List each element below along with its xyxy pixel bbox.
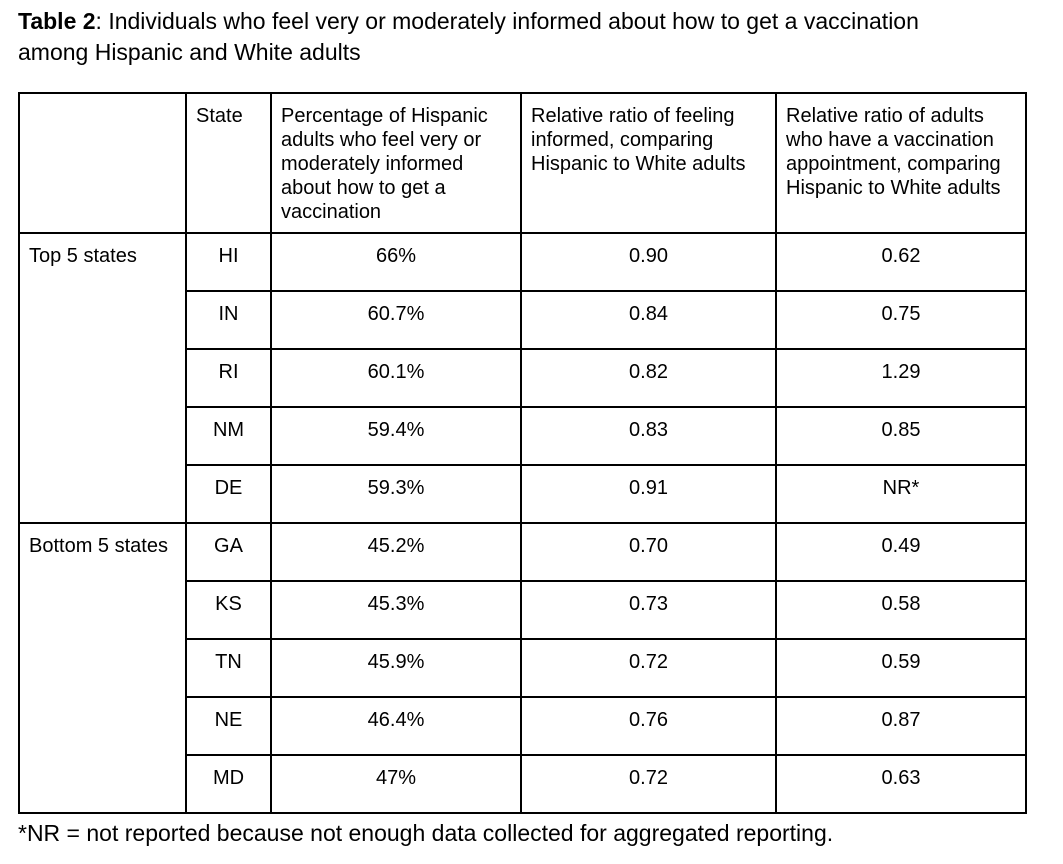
ratio-appointment-cell: NR* bbox=[775, 464, 1027, 524]
ratio-informed-cell: 0.70 bbox=[520, 522, 777, 582]
percentage-cell: 66% bbox=[270, 232, 522, 292]
informed-vaccination-table: State Percentage of Hispanic adults who … bbox=[18, 92, 1027, 814]
ratio-informed-cell: 0.91 bbox=[520, 464, 777, 524]
ratio-informed-cell: 0.83 bbox=[520, 406, 777, 466]
ratio-informed-cell: 0.76 bbox=[520, 696, 777, 756]
state-cell: NE bbox=[185, 696, 272, 756]
ratio-informed-cell: 0.82 bbox=[520, 348, 777, 408]
ratio-appointment-cell: 0.75 bbox=[775, 290, 1027, 350]
percentage-cell: 59.3% bbox=[270, 464, 522, 524]
ratio-appointment-cell: 0.87 bbox=[775, 696, 1027, 756]
table-row: NE 46.4% 0.76 0.87 bbox=[19, 696, 1027, 756]
percentage-cell: 60.1% bbox=[270, 348, 522, 408]
ratio-appointment-cell: 0.62 bbox=[775, 232, 1027, 292]
table-title: Table 2: Individuals who feel very or mo… bbox=[18, 6, 958, 68]
state-cell: GA bbox=[185, 522, 272, 582]
table-row: MD 47% 0.72 0.63 bbox=[19, 754, 1027, 814]
state-header-cell: State bbox=[185, 92, 272, 234]
percentage-cell: 45.3% bbox=[270, 580, 522, 640]
percentage-cell: 59.4% bbox=[270, 406, 522, 466]
corner-header-cell bbox=[18, 92, 187, 234]
table-title-text: : Individuals who feel very or moderatel… bbox=[18, 8, 919, 65]
state-cell: KS bbox=[185, 580, 272, 640]
state-cell: MD bbox=[185, 754, 272, 814]
ratio-informed-cell: 0.73 bbox=[520, 580, 777, 640]
table-row: IN 60.7% 0.84 0.75 bbox=[19, 290, 1027, 350]
table-row: TN 45.9% 0.72 0.59 bbox=[19, 638, 1027, 698]
percentage-header-cell: Percentage of Hispanic adults who feel v… bbox=[270, 92, 522, 234]
table-footnote: *NR = not reported because not enough da… bbox=[18, 820, 834, 846]
percentage-cell: 47% bbox=[270, 754, 522, 814]
row-group-label-top5: Top 5 states bbox=[18, 232, 187, 524]
percentage-cell: 60.7% bbox=[270, 290, 522, 350]
ratio-appointment-cell: 0.59 bbox=[775, 638, 1027, 698]
ratio-informed-header-cell: Relative ratio of feeling informed, comp… bbox=[520, 92, 777, 234]
ratio-appointment-cell: 0.85 bbox=[775, 406, 1027, 466]
table-row: Bottom 5 states GA 45.2% 0.70 0.49 bbox=[18, 522, 1027, 814]
ratio-informed-cell: 0.72 bbox=[520, 638, 777, 698]
percentage-cell: 46.4% bbox=[270, 696, 522, 756]
ratio-appointment-cell: 1.29 bbox=[775, 348, 1027, 408]
percentage-cell: 45.2% bbox=[270, 522, 522, 582]
ratio-appointment-cell: 0.63 bbox=[775, 754, 1027, 814]
ratio-informed-cell: 0.72 bbox=[520, 754, 777, 814]
ratio-appointment-header-cell: Relative ratio of adults who have a vacc… bbox=[775, 92, 1027, 234]
table-header-row: State Percentage of Hispanic adults who … bbox=[18, 92, 1027, 234]
table-row: DE 59.3% 0.91 NR* bbox=[19, 464, 1027, 524]
state-cell: HI bbox=[185, 232, 272, 292]
ratio-informed-cell: 0.84 bbox=[520, 290, 777, 350]
ratio-appointment-cell: 0.58 bbox=[775, 580, 1027, 640]
state-cell: NM bbox=[185, 406, 272, 466]
table-row: RI 60.1% 0.82 1.29 bbox=[19, 348, 1027, 408]
ratio-informed-cell: 0.90 bbox=[520, 232, 777, 292]
table-row: Top 5 states HI 66% 0.90 0.62 bbox=[18, 232, 1027, 524]
ratio-appointment-cell: 0.49 bbox=[775, 522, 1027, 582]
state-cell: RI bbox=[185, 348, 272, 408]
state-cell: DE bbox=[185, 464, 272, 524]
table-row: KS 45.3% 0.73 0.58 bbox=[19, 580, 1027, 640]
row-group-label-bottom5: Bottom 5 states bbox=[18, 522, 187, 814]
state-cell: IN bbox=[185, 290, 272, 350]
percentage-cell: 45.9% bbox=[270, 638, 522, 698]
state-cell: TN bbox=[185, 638, 272, 698]
table-row: NM 59.4% 0.83 0.85 bbox=[19, 406, 1027, 466]
table-title-label: Table 2 bbox=[18, 8, 96, 34]
